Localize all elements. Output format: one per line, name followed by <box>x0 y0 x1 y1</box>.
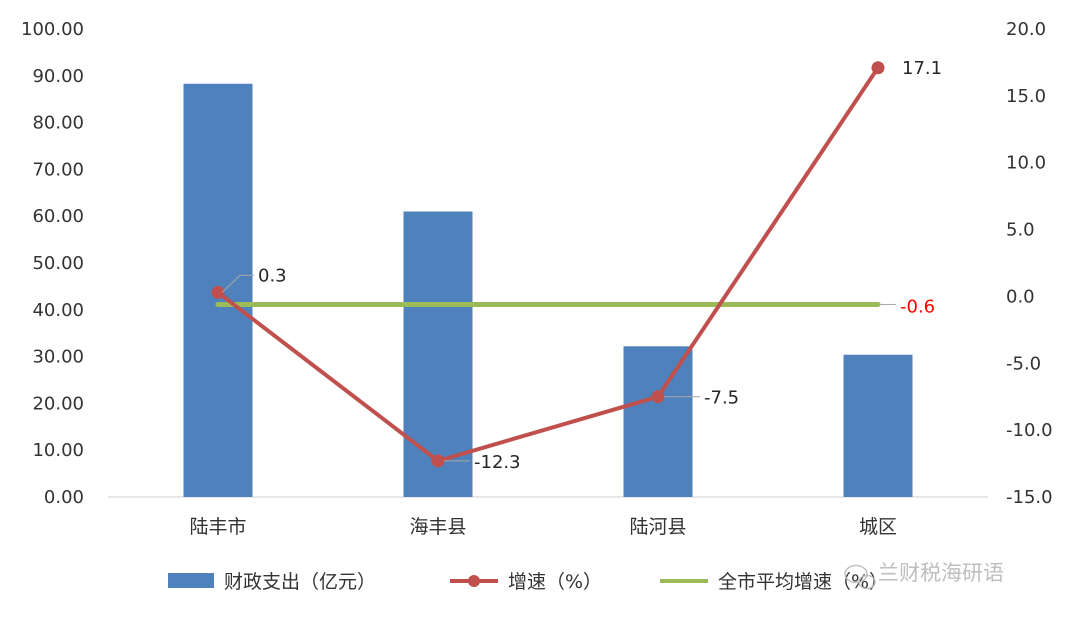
watermark-text: 兰财税海研语 <box>878 561 1004 585</box>
bar <box>623 346 693 497</box>
left-tick-label: 40.00 <box>32 300 84 321</box>
bar <box>403 211 473 497</box>
right-tick-label: 20.0 <box>1006 19 1046 40</box>
wechat-icon <box>844 564 876 590</box>
data-labels: 0.3 -12.3 -7.5 17.1 -0.6 <box>221 58 942 473</box>
left-tick-label: 20.00 <box>32 393 84 414</box>
right-tick-label: -5.0 <box>1006 353 1041 374</box>
category-label: 城区 <box>859 516 897 538</box>
left-tick-label: 100.00 <box>21 19 84 40</box>
legend-label-average: 全市平均增速（%） <box>718 571 888 593</box>
right-axis: -15.0 -10.0 -5.0 0.0 5.0 10.0 15.0 20.0 <box>1006 19 1053 508</box>
legend-swatch-bar <box>168 573 214 588</box>
legend-label-bar: 财政支出（亿元） <box>224 571 376 593</box>
left-tick-label: 10.00 <box>32 440 84 461</box>
right-tick-label: -15.0 <box>1006 487 1053 508</box>
growth-line-series <box>211 61 885 468</box>
data-label-leader <box>221 274 254 293</box>
growth-point <box>431 454 445 468</box>
left-axis: 0.00 10.00 20.00 30.00 40.00 50.00 60.00 70.00 8… <box>21 19 84 508</box>
bar <box>843 354 913 497</box>
right-tick-label: 10.0 <box>1006 153 1046 174</box>
average-data-label: -0.6 <box>900 296 935 317</box>
legend-marker-growth <box>468 575 480 587</box>
growth-point <box>871 61 885 75</box>
left-tick-label: 90.00 <box>32 66 84 87</box>
growth-point <box>211 285 225 299</box>
category-label: 海丰县 <box>409 516 466 538</box>
left-tick-label: 30.00 <box>32 347 84 368</box>
bar-series <box>183 83 913 498</box>
left-tick-label: 50.00 <box>32 253 84 274</box>
legend: 财政支出（亿元） 增速（%） 全市平均增速（%） <box>168 571 888 593</box>
left-tick-label: 80.00 <box>32 113 84 134</box>
category-label: 陆河县 <box>629 516 686 538</box>
growth-line <box>216 66 880 463</box>
right-tick-label: 15.0 <box>1006 86 1046 107</box>
left-tick-label: 60.00 <box>32 206 84 227</box>
category-label: 陆丰市 <box>189 516 246 538</box>
right-tick-label: 5.0 <box>1006 220 1035 241</box>
growth-data-label: -12.3 <box>474 452 521 473</box>
right-tick-label: 0.0 <box>1006 286 1035 307</box>
legend-label-growth: 增速（%） <box>508 571 602 593</box>
left-tick-label: 0.00 <box>44 487 84 508</box>
watermark: 兰财税海研语 <box>844 561 1004 590</box>
category-labels: 陆丰市 海丰县 陆河县 城区 <box>189 516 897 538</box>
left-tick-label: 70.00 <box>32 159 84 180</box>
growth-data-label: 17.1 <box>902 58 942 79</box>
growth-point <box>651 390 665 404</box>
growth-data-label: 0.3 <box>258 265 287 286</box>
growth-data-label: -7.5 <box>704 388 739 409</box>
right-tick-label: -10.0 <box>1006 420 1053 441</box>
